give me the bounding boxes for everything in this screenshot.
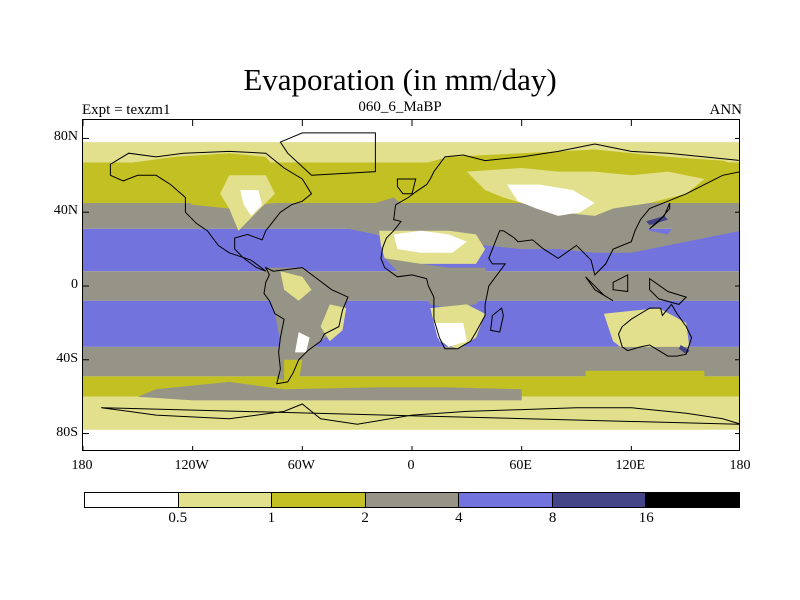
y-tick-label: 40N [53, 203, 78, 219]
coastline-10 [585, 276, 614, 302]
contour-region-8 [393, 230, 467, 253]
coastline-0 [109, 150, 313, 272]
coastline-1 [380, 143, 739, 350]
coastline-6 [649, 277, 688, 305]
coastline-4 [101, 403, 739, 425]
y-tick-label: 80N [53, 129, 78, 145]
colorbar-level-label: 2 [361, 510, 369, 526]
y-tick-label: 0 [71, 277, 78, 292]
colorbar-level-label: 4 [455, 510, 463, 526]
x-tick-label: 120W [174, 458, 209, 473]
latitude-band-0 [83, 120, 739, 143]
season-label: ANN [709, 102, 743, 118]
contour-region-2 [240, 190, 263, 216]
contour-region-22 [137, 381, 522, 401]
colorbar-swatch-4 [458, 493, 552, 507]
evaporation-fill-layer [83, 120, 739, 450]
contour-region-20 [646, 215, 668, 226]
y-tick-label: 40S [56, 350, 78, 366]
x-tick-label: 120E [615, 458, 646, 473]
contour-region-6 [507, 184, 595, 216]
x-tick-label: 180 [71, 458, 93, 473]
colorbar-level-label: 1 [267, 510, 276, 526]
x-tick-label: 60E [509, 458, 532, 473]
colorbar [84, 492, 740, 508]
map-canvas [83, 120, 739, 450]
latitude-band-9 [83, 396, 739, 430]
experiment-label: Expt = texzm1 [82, 102, 171, 118]
colorbar-swatch-5 [551, 493, 646, 507]
colorbar-swatch-2 [271, 493, 365, 507]
coastline-5 [490, 307, 504, 333]
colorbar-swatch-1 [177, 493, 272, 507]
contour-region-18 [585, 346, 705, 379]
contour-region-17 [603, 308, 690, 360]
contour-region-11 [433, 322, 467, 347]
coastline-7 [279, 132, 376, 176]
contour-region-19 [585, 370, 705, 388]
map-title: Evaporation (in mm/day) [243, 62, 557, 97]
coastline-11 [612, 274, 629, 293]
colorbar-swatch-3 [364, 493, 459, 507]
contour-region-13 [280, 271, 312, 301]
y-tick-label: 80S [56, 424, 78, 440]
x-tick-label: 180 [729, 458, 751, 473]
coastline-8 [396, 178, 417, 195]
contour-region-12 [265, 267, 347, 382]
coastline-3 [617, 303, 693, 357]
map-plot-area [82, 119, 740, 451]
coastline-9 [649, 202, 671, 230]
contour-region-16 [284, 359, 303, 382]
coastline-2 [263, 266, 349, 385]
colorbar-level-label: 8 [548, 510, 557, 526]
colorbar-swatch-0 [85, 493, 178, 507]
colorbar-swatch-6 [645, 493, 740, 507]
x-tick-label: 60W [287, 458, 315, 473]
x-tick-label: 0 [407, 458, 415, 473]
coastline-layer [101, 132, 739, 425]
contour-region-15 [295, 332, 310, 353]
contour-region-9 [384, 258, 489, 309]
colorbar-level-label: 0.5 [168, 510, 188, 526]
colorbar-level-label: 16 [638, 510, 654, 526]
latitude-band-10 [83, 429, 739, 450]
period-label: 060_6_MaBP [358, 99, 442, 115]
